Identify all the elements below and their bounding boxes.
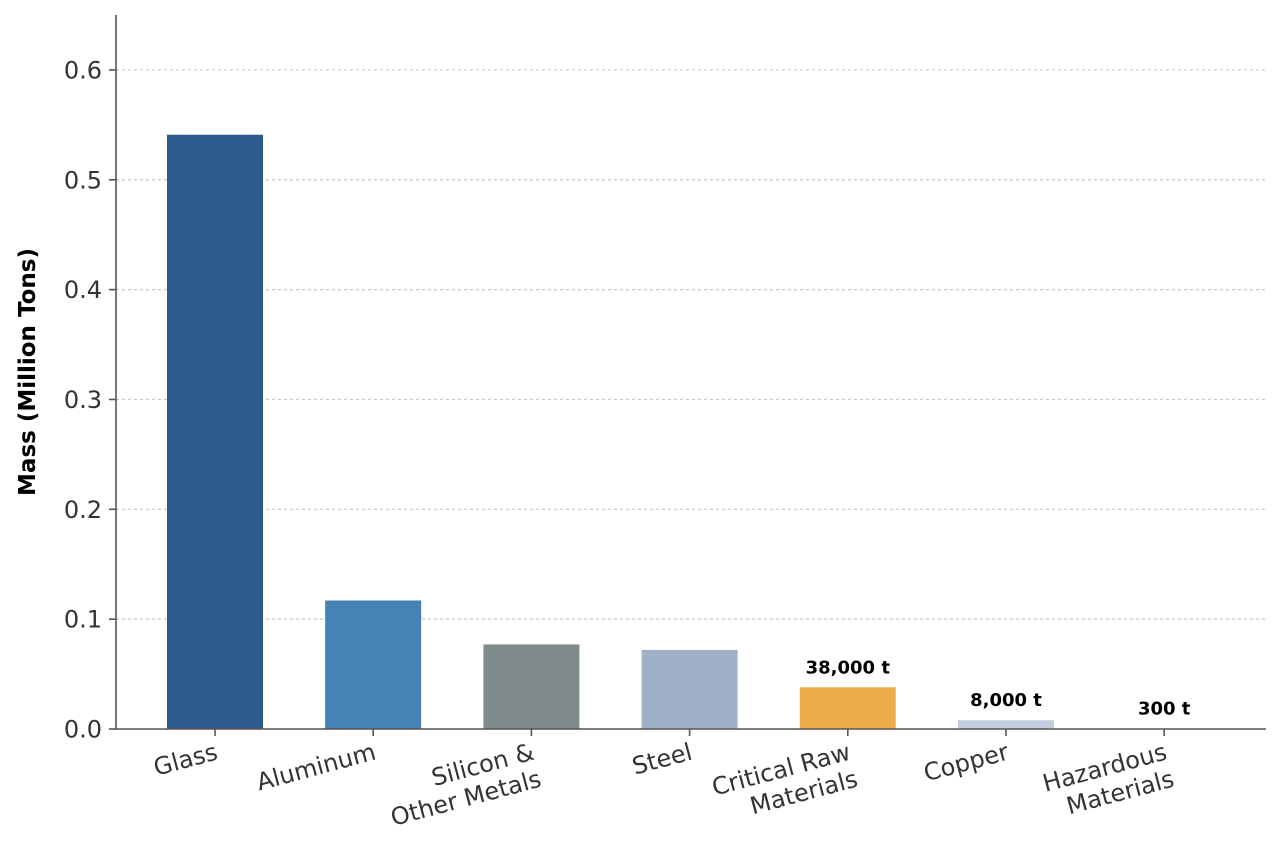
x-tick-labels: Glass Aluminum Silicon &Other Metals Steel C… [151, 738, 1177, 832]
bars [167, 134, 1213, 730]
x-tick-label: Critical RawMaterials [709, 738, 861, 829]
bar [958, 720, 1054, 729]
data-label: 300 t [1138, 699, 1191, 720]
bar [641, 649, 738, 729]
x-tick-label: Steel [629, 738, 695, 781]
x-tick-label: Glass [151, 738, 221, 782]
data-labels: 38,000 t 8,000 t 300 t [806, 657, 1191, 719]
y-tick-label: 0.2 [64, 496, 102, 524]
y-tick-label: 0.3 [64, 386, 102, 414]
x-tick-label: Copper [921, 738, 1012, 787]
y-tick-label: 0.5 [64, 166, 102, 194]
x-tick-label: HazardousMaterials [1040, 738, 1177, 825]
y-tick-label: 0.1 [64, 606, 102, 634]
bar [167, 134, 263, 730]
data-label: 8,000 t [970, 690, 1042, 711]
axes [109, 15, 1266, 736]
y-tick-labels: 0.0 0.1 0.2 0.3 0.4 0.5 0.6 [64, 56, 102, 743]
y-tick-label: 0.0 [64, 716, 102, 744]
y-axis-label: Mass (Million Tons) [15, 248, 41, 496]
gridlines [116, 69, 1266, 620]
bar [325, 600, 422, 729]
data-label: 38,000 t [806, 657, 891, 678]
x-tick-label: Silicon &Other Metals [380, 738, 544, 832]
y-tick-label: 0.6 [64, 56, 102, 84]
y-tick-label: 0.4 [64, 276, 102, 304]
x-tick-label: Aluminum [254, 738, 379, 797]
bar [483, 644, 580, 729]
bar [799, 687, 896, 729]
